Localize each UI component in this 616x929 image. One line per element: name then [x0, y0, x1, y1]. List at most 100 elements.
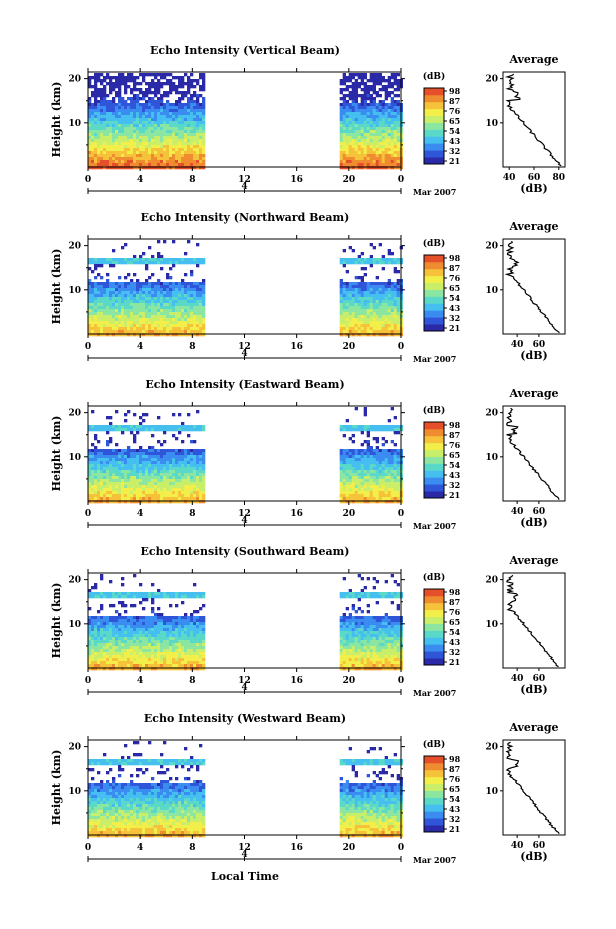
heatmap-cell — [345, 467, 349, 471]
heatmap-cell — [148, 124, 152, 128]
heatmap-cell — [384, 470, 388, 474]
heatmap-cell — [145, 154, 149, 158]
heatmap-cell — [115, 464, 119, 468]
heatmap-cell — [106, 431, 110, 435]
heatmap-cell — [202, 449, 206, 453]
heatmap-cell — [136, 88, 140, 92]
heatmap-cell — [345, 312, 349, 316]
heatmap-cell — [169, 300, 173, 304]
heatmap-cell — [103, 139, 107, 143]
heatmap-cell — [163, 109, 167, 113]
heatmap-cell — [133, 106, 137, 110]
heatmap-cell — [175, 118, 179, 122]
heatmap-cell — [103, 300, 107, 304]
heatmap-cell — [97, 449, 101, 453]
heatmap-cell — [375, 136, 379, 140]
heatmap-cell — [172, 264, 176, 268]
heatmap-cell — [94, 264, 98, 268]
heatmap-cell — [130, 327, 134, 331]
heatmap-cell — [145, 592, 149, 596]
heatmap-cell — [106, 142, 110, 146]
colorbar-swatch — [424, 88, 444, 96]
heatmap-cell — [178, 121, 182, 125]
heatmap-cell — [133, 145, 137, 149]
heatmap-cell — [384, 130, 388, 134]
heatmap-cell — [121, 652, 125, 656]
heatmap-cell — [187, 449, 191, 453]
heatmap-cell — [154, 118, 158, 122]
heatmap-cell — [166, 321, 170, 325]
heatmap-cell — [130, 294, 134, 298]
heatmap-cell — [369, 458, 373, 462]
heatmap-cell — [354, 160, 358, 164]
heatmap-cell — [142, 655, 146, 659]
heatmap-cell — [121, 640, 125, 644]
heatmap-cell — [354, 306, 358, 310]
heatmap-cell — [202, 82, 206, 86]
heatmap-cell — [351, 428, 355, 432]
heatmap-cell — [193, 494, 197, 498]
profile-y-tick-label: 10 — [485, 286, 498, 296]
heatmap-cell — [187, 470, 191, 474]
heatmap-cell — [354, 112, 358, 116]
heatmap-cell — [360, 306, 364, 310]
heatmap-cell — [363, 318, 367, 322]
heatmap-cell — [88, 291, 92, 295]
heatmap-cell — [172, 309, 176, 313]
heatmap-cell — [172, 121, 176, 125]
heatmap-cell — [369, 291, 373, 295]
heatmap-cell — [175, 467, 179, 471]
heatmap-cell — [151, 79, 155, 83]
heatmap-cell — [91, 297, 95, 301]
heatmap-cell — [378, 112, 382, 116]
heatmap-cell — [339, 261, 343, 265]
heatmap-cell — [360, 315, 364, 319]
heatmap-cell — [190, 282, 194, 286]
heatmap-cell — [202, 455, 206, 459]
heatmap-cell — [151, 455, 155, 459]
heatmap-cell — [375, 500, 379, 504]
heatmap-cell — [396, 133, 400, 137]
heatmap-cell — [199, 333, 203, 337]
heatmap-cell — [342, 425, 346, 429]
heatmap-cell — [97, 160, 101, 164]
x-tick-label: 4 — [137, 175, 143, 185]
heatmap-cell — [109, 649, 113, 653]
heatmap-cell — [112, 85, 116, 89]
heatmap-cell — [357, 464, 361, 468]
heatmap-cell — [127, 282, 131, 286]
heatmap-cell — [372, 482, 376, 486]
heatmap-cell — [360, 464, 364, 468]
heatmap-cell — [351, 88, 355, 92]
heatmap-cell — [130, 76, 134, 80]
heatmap-cell — [178, 488, 182, 492]
heatmap-cell — [145, 115, 149, 119]
heatmap-cell — [130, 261, 134, 265]
heatmap-cell — [387, 488, 391, 492]
heatmap-cell — [169, 428, 173, 432]
heatmap-cell — [393, 261, 397, 265]
heatmap-cell — [351, 285, 355, 289]
heatmap-cell — [139, 634, 143, 638]
heatmap-cell — [390, 318, 394, 322]
heatmap-cell — [127, 652, 131, 656]
heatmap-cell — [181, 115, 185, 119]
heatmap-cell — [366, 160, 370, 164]
heatmap-cell — [154, 103, 158, 107]
heatmap-cell — [100, 491, 104, 495]
heatmap-cell — [88, 279, 92, 283]
heatmap-cell — [390, 91, 394, 95]
heatmap-cell — [139, 109, 143, 113]
heatmap-cell — [193, 312, 197, 316]
heatmap-cell — [127, 294, 131, 298]
heatmap-cell — [94, 467, 98, 471]
heatmap-cell — [133, 291, 137, 295]
heatmap-cell — [145, 634, 149, 638]
heatmap-cell — [106, 115, 110, 119]
heatmap-cell — [199, 85, 203, 89]
heatmap-cell — [130, 461, 134, 465]
heatmap-cell — [387, 103, 391, 107]
heatmap-cell — [190, 312, 194, 316]
heatmap-cell — [369, 163, 373, 167]
heatmap-cell — [97, 610, 101, 614]
